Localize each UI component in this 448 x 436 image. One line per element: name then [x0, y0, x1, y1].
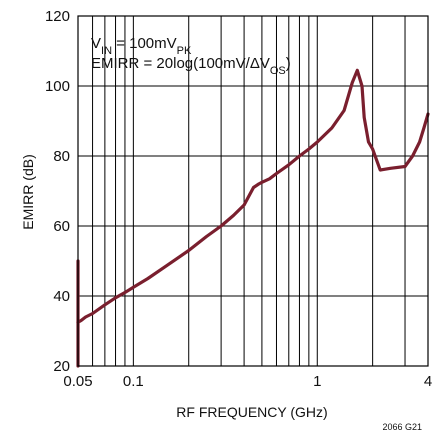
x-tick-label-1: 0.1 — [123, 373, 144, 390]
y-tick-label-4: 100 — [45, 78, 70, 95]
y-axis-label: EMIRR (dB) — [20, 154, 36, 229]
y-tick-label-3: 80 — [53, 148, 70, 165]
annotation-vin: VIN = 100mVPK — [91, 35, 192, 57]
y-tick-label-2: 60 — [53, 218, 70, 235]
x-axis-label: RF FREQUENCY (GHz) — [176, 404, 327, 420]
x-tick-label-2: 1 — [313, 373, 321, 390]
series-layer — [78, 70, 428, 366]
x-tick-label-3: 4 — [424, 373, 432, 390]
annotation-emirr-formula: EMIRR = 20log(100mV/ΔVOS) — [91, 55, 291, 77]
figure-id: 2066 G21 — [382, 422, 422, 432]
y-tick-label-1: 40 — [53, 288, 70, 305]
series-line-0 — [78, 70, 428, 322]
x-tick-label-0: 0.05 — [63, 373, 92, 390]
y-tick-label-5: 120 — [45, 8, 70, 25]
